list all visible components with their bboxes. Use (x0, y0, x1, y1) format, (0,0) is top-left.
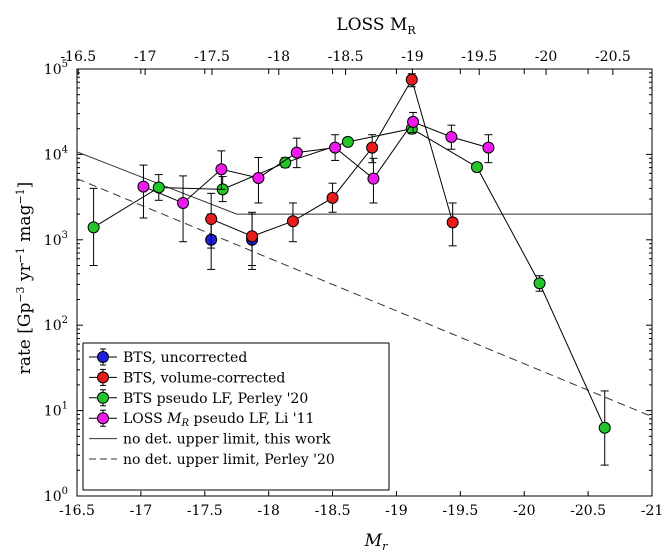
data-point (446, 216, 459, 229)
legend-entry: no det. upper limit, Perley '20 (89, 452, 335, 468)
x-axis-title-main: M (364, 531, 383, 551)
x-axis-title: Mr (364, 531, 388, 553)
axes-layer: -16.5 -17 -17.5 -18 -18.5 -19 -19.5 -20 -20.5 -21… (44, 49, 663, 519)
series-bts-volume-corrected (205, 73, 459, 267)
top-x-tick-label: -20 (535, 49, 558, 65)
data-point (279, 156, 292, 169)
data-point (482, 141, 495, 154)
legend-marker (97, 351, 109, 363)
series-line (143, 121, 489, 204)
data-point (407, 115, 420, 128)
data-point (367, 172, 380, 185)
data-point (205, 213, 218, 226)
legend-entry: LOSS MR pseudo LF, Li '11 (89, 409, 314, 429)
top-x-tick-label: -16.5 (60, 49, 96, 65)
series-loss-m-r-pseudo-lf-li-11 (137, 111, 495, 243)
data-point (470, 161, 483, 174)
top-x-tick-label: -18 (267, 49, 290, 65)
x-tick-label: -17 (130, 503, 153, 519)
plot-frame (76, 68, 653, 497)
x-tick-label: -19 (385, 503, 408, 519)
data-point (252, 171, 265, 184)
data-point (215, 163, 228, 176)
data-point (405, 73, 418, 86)
legend-entry: BTS pseudo LF, Perley '20 (89, 389, 308, 407)
y-axis-title: rate [Gp−3 yr−1 mag−1] (14, 182, 35, 375)
y-tick-label: 100 (44, 486, 68, 505)
data-point (326, 191, 339, 204)
legend-entry: no det. upper limit, this work (89, 432, 331, 448)
x-tick-label: -17.5 (187, 503, 223, 519)
this-work-upper-limit-line (77, 151, 652, 215)
legend-label: BTS, uncorrected (123, 350, 247, 366)
x-tick-label: -18.5 (315, 503, 351, 519)
data-point (246, 230, 259, 243)
data-point (329, 141, 342, 154)
y-tick-label: 104 (44, 144, 68, 163)
data-point (137, 180, 150, 193)
data-point (286, 215, 299, 228)
legend-entry: BTS, volume-corrected (89, 368, 285, 386)
legend-label: BTS, volume-corrected (123, 370, 285, 386)
legend-marker (97, 371, 109, 384)
top-axis-title: LOSS MR (336, 15, 416, 37)
y-tick-label: 101 (44, 401, 68, 420)
data-point (341, 135, 354, 148)
y-tick-label: 105 (44, 59, 68, 78)
top-x-tick-label: -19.5 (461, 49, 497, 65)
top-x-tick-label: -19 (401, 49, 424, 65)
top-x-tick-label: -17 (134, 49, 157, 65)
x-tick-label: -18 (257, 503, 280, 519)
legend-label: BTS pseudo LF, Perley '20 (123, 391, 308, 407)
y-tick-label: 103 (44, 230, 68, 249)
top-x-tick-label: -20.5 (595, 49, 631, 65)
legend-marker (97, 412, 109, 425)
data-point (366, 141, 379, 154)
x-tick-label: -16.5 (59, 503, 95, 519)
legend-label: no det. upper limit, Perley '20 (123, 452, 335, 468)
x-tick-label: -21 (641, 503, 664, 519)
y-tick-label: 102 (44, 315, 68, 334)
legend-label: no det. upper limit, this work (123, 432, 331, 448)
data-point (445, 130, 458, 143)
limit-lines-layer (77, 151, 652, 418)
top-x-tick-label: -17.5 (194, 49, 230, 65)
data-point (533, 277, 546, 290)
x-axis-title-sub: r (382, 540, 388, 553)
top-axis-title-sub: R (407, 24, 416, 37)
top-x-tick-label: -18.5 (328, 49, 364, 65)
x-tick-label: -20.5 (570, 503, 606, 519)
data-point (87, 221, 100, 234)
legend-box (82, 342, 390, 491)
legend-entry: BTS, uncorrected (89, 348, 247, 366)
data-point (177, 196, 190, 209)
data-point (290, 146, 303, 159)
legend-marker (97, 391, 109, 404)
x-tick-label: -19.5 (442, 503, 478, 519)
series-layer (87, 73, 611, 466)
data-point (598, 421, 611, 434)
legend: BTS, uncorrected BTS, volume-corrected BTS… (82, 342, 390, 491)
legend-label: LOSS MR pseudo LF, Li '11 (123, 411, 314, 429)
top-axis-title-prefix: LOSS M (336, 15, 407, 35)
x-tick-label: -20 (513, 503, 536, 519)
